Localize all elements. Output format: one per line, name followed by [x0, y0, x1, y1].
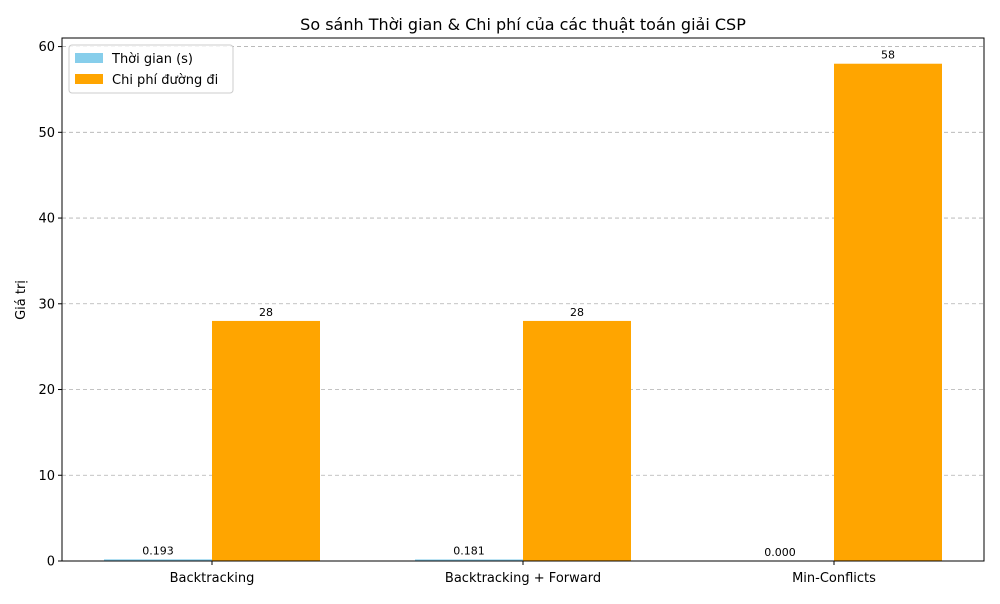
bar-value-label: 0.181 — [453, 544, 485, 557]
x-tick-label: Min-Conflicts — [792, 571, 876, 586]
legend-box — [68, 44, 234, 94]
plot-frame — [61, 37, 985, 562]
y-tick-label: 30 — [38, 297, 55, 312]
legend-swatch — [75, 74, 103, 84]
legend-entry: Thời gian (s) — [111, 52, 193, 67]
chart-title: So sánh Thời gian & Chi phí của các thuậ… — [300, 15, 746, 34]
y-tick-label: 0 — [47, 555, 55, 570]
bar — [523, 320, 631, 561]
bar-value-label: 28 — [259, 306, 273, 319]
y-tick-label: 60 — [38, 40, 55, 55]
y-tick-label: 50 — [38, 126, 55, 141]
legend-entry: Chi phí đường đi — [112, 73, 218, 88]
bar — [834, 63, 942, 561]
x-tick-label: Backtracking — [170, 571, 255, 586]
data-labels: 0.193 28 0.181 28 0.000 58 — [142, 49, 895, 559]
bar — [104, 559, 212, 561]
y-tick-label: 10 — [38, 469, 55, 484]
bar-value-label: 0.193 — [142, 544, 174, 557]
bar — [415, 559, 523, 561]
bar-value-label: 28 — [570, 306, 584, 319]
y-tick-label: 40 — [38, 212, 55, 227]
bar-value-label: 0.000 — [764, 546, 796, 559]
axes: 0 10 20 30 40 50 60 Backtracking Backtracking + … — [38, 37, 985, 586]
bars — [104, 63, 942, 561]
y-tick-label: 20 — [38, 383, 55, 398]
x-tick-label: Backtracking + Forward — [445, 571, 601, 586]
legend: Thời gian (s) Chi phí đường đi — [68, 44, 234, 94]
bar — [212, 320, 320, 561]
bar-value-label: 58 — [881, 49, 895, 62]
legend-swatch — [75, 53, 103, 63]
y-axis-label: Giá trị — [14, 280, 29, 320]
